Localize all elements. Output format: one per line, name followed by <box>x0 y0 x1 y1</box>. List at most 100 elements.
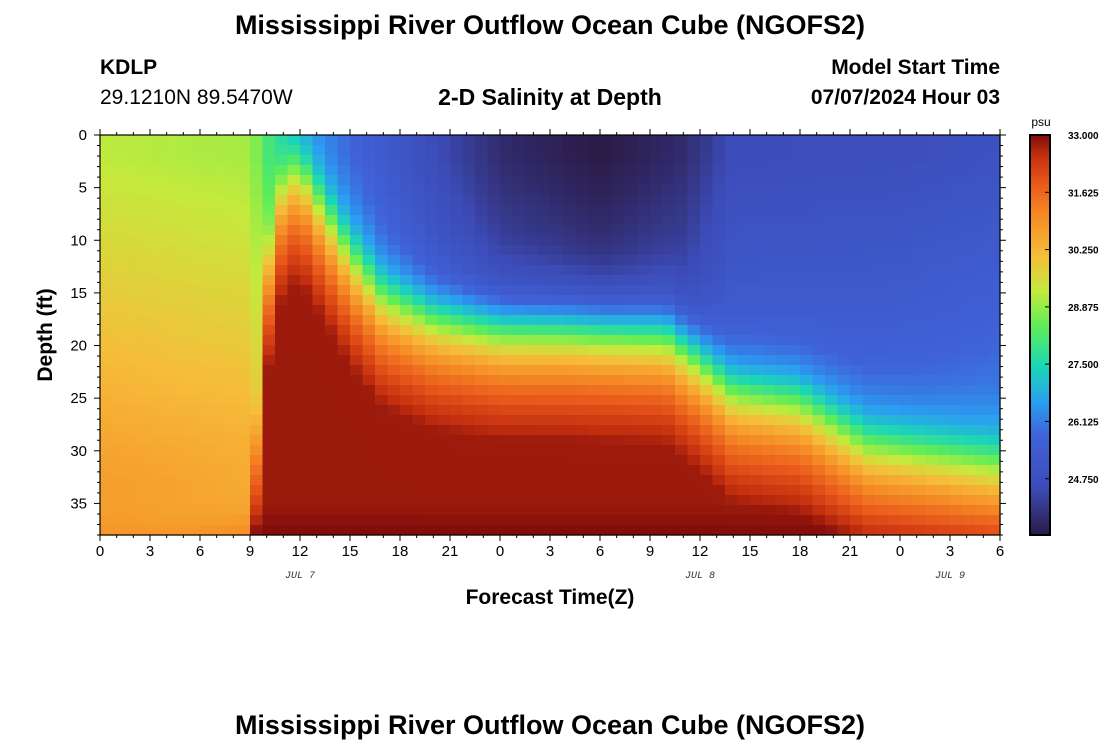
heatmap-cell <box>875 225 889 236</box>
heatmap-cell <box>175 485 189 496</box>
heatmap-cell <box>975 365 989 376</box>
heatmap-cell <box>237 415 251 426</box>
heatmap-cell <box>912 385 926 396</box>
heatmap-cell <box>450 245 464 256</box>
heatmap-cell <box>162 235 176 246</box>
heatmap-cell <box>450 375 464 386</box>
heatmap-cell <box>112 405 126 416</box>
x-tick-label: 0 <box>96 543 104 560</box>
heatmap-cell <box>887 235 901 246</box>
heatmap-cell <box>125 245 139 256</box>
heatmap-cell <box>125 135 139 146</box>
heatmap-cell <box>525 405 539 416</box>
heatmap-cell <box>750 465 764 476</box>
heatmap-cell <box>312 465 326 476</box>
heatmap-cell <box>975 385 989 396</box>
heatmap-cell <box>800 165 814 176</box>
heatmap-cell <box>312 325 326 336</box>
heatmap-cell <box>412 215 426 226</box>
heatmap-cell <box>587 355 601 366</box>
heatmap-cell <box>700 295 714 306</box>
heatmap-cell <box>325 255 339 266</box>
heatmap-cell <box>700 375 714 386</box>
heatmap-cell <box>475 145 489 156</box>
heatmap-cell <box>250 255 264 266</box>
station-coordinates: 29.1210N 89.5470W <box>100 86 293 109</box>
heatmap-cell <box>100 475 114 486</box>
heatmap-cell <box>425 135 439 146</box>
heatmap-cell <box>687 255 701 266</box>
heatmap-cell <box>250 155 264 166</box>
heatmap-cell <box>612 155 626 166</box>
heatmap-cell <box>987 195 1001 206</box>
heatmap-cell <box>650 275 664 286</box>
heatmap-cell <box>150 475 164 486</box>
heatmap-cell <box>487 525 501 536</box>
heatmap-cell <box>712 255 726 266</box>
heatmap-cell <box>100 395 114 406</box>
heatmap-cell <box>900 425 914 436</box>
heatmap-cell <box>812 315 826 326</box>
heatmap-cell <box>650 205 664 216</box>
heatmap-cell <box>250 225 264 236</box>
heatmap-cell <box>737 335 751 346</box>
heatmap-cell <box>625 475 639 486</box>
heatmap-cell <box>275 245 289 256</box>
heatmap-cell <box>562 205 576 216</box>
heatmap-cell <box>937 255 951 266</box>
heatmap-cell <box>887 475 901 486</box>
heatmap-cell <box>812 515 826 526</box>
heatmap-cell <box>725 335 739 346</box>
heatmap-cell <box>437 495 451 506</box>
heatmap-cell <box>987 265 1001 276</box>
heatmap-cell <box>825 425 839 436</box>
heatmap-cell <box>587 315 601 326</box>
heatmap-cell <box>975 245 989 256</box>
heatmap-cell <box>825 435 839 446</box>
heatmap-cell <box>675 155 689 166</box>
heatmap-cell <box>837 165 851 176</box>
heatmap-cell <box>387 275 401 286</box>
heatmap-cell <box>700 385 714 396</box>
heatmap-cell <box>712 365 726 376</box>
heatmap-cell <box>662 405 676 416</box>
heatmap-cell <box>350 325 364 336</box>
heatmap-cell <box>675 445 689 456</box>
heatmap-cell <box>112 335 126 346</box>
y-tick-label: 35 <box>70 495 87 512</box>
heatmap-cell <box>612 145 626 156</box>
heatmap-cell <box>812 365 826 376</box>
heatmap-cell <box>112 425 126 436</box>
heatmap-cell <box>237 465 251 476</box>
x-tick-label: 3 <box>946 543 954 560</box>
heatmap-cell <box>375 375 389 386</box>
heatmap-cell <box>925 445 939 456</box>
heatmap-cell <box>225 405 239 416</box>
heatmap-cell <box>250 485 264 496</box>
heatmap-cell <box>600 375 614 386</box>
heatmap-cell <box>137 505 151 516</box>
heatmap-cell <box>712 195 726 206</box>
heatmap-cell <box>937 135 951 146</box>
heatmap-cell <box>225 255 239 266</box>
heatmap-cell <box>787 415 801 426</box>
heatmap-cell <box>612 195 626 206</box>
heatmap-cell <box>525 325 539 336</box>
heatmap-cell <box>150 205 164 216</box>
heatmap-cell <box>825 305 839 316</box>
heatmap-cell <box>175 255 189 266</box>
heatmap-cell <box>925 265 939 276</box>
heatmap-cell <box>662 235 676 246</box>
heatmap-cell <box>212 395 226 406</box>
heatmap-cell <box>987 245 1001 256</box>
heatmap-cell <box>375 435 389 446</box>
heatmap-cell <box>762 355 776 366</box>
heatmap-cell <box>362 515 376 526</box>
heatmap-cell <box>137 435 151 446</box>
heatmap-cell <box>700 215 714 226</box>
heatmap-cell <box>200 495 214 506</box>
heatmap-cell <box>662 215 676 226</box>
heatmap-cell <box>762 335 776 346</box>
heatmap-cell <box>112 435 126 446</box>
heatmap-cell <box>637 435 651 446</box>
